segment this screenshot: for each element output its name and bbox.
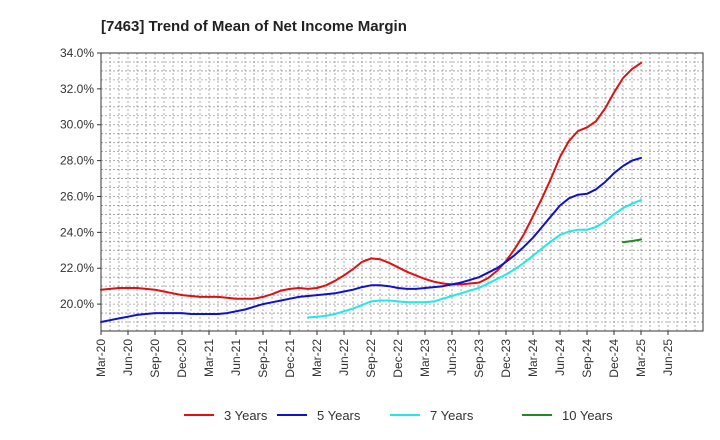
x-tick-label: Sep-24 (580, 339, 594, 378)
x-tick-label: Jun-23 (445, 339, 459, 376)
y-tick-label: 26.0% (60, 189, 94, 203)
x-tick-label: Dec-24 (607, 339, 621, 378)
plot-background (101, 53, 703, 331)
x-tick-label: Jun-22 (337, 339, 351, 376)
plot-area (101, 53, 703, 331)
x-tick-label: Mar-23 (418, 339, 432, 377)
legend-label: 3 Years (224, 408, 268, 423)
legend: 3 Years 5 Years 7 Years 10 Years (184, 408, 613, 423)
x-tick-label: Sep-23 (472, 339, 486, 378)
legend-label: 10 Years (562, 408, 613, 423)
y-tick-label: 24.0% (60, 225, 94, 239)
x-tick-label: Dec-21 (283, 339, 297, 378)
x-tick-label: Sep-21 (256, 339, 270, 378)
chart-title: [7463] Trend of Mean of Net Income Margi… (101, 18, 407, 35)
x-tick-label: Sep-20 (148, 339, 162, 378)
x-tick-label: Jun-24 (553, 339, 567, 376)
x-tick-label: Mar-22 (310, 339, 324, 377)
y-tick-label: 20.0% (60, 297, 94, 311)
x-tick-label: Dec-23 (499, 339, 513, 378)
plot-frame (100, 52, 704, 332)
y-tick-label: 30.0% (60, 118, 94, 132)
y-tick-label: 32.0% (60, 82, 94, 96)
x-tick-label: Sep-22 (364, 339, 378, 378)
x-tick-label: Mar-21 (202, 339, 216, 377)
legend-label: 7 Years (430, 408, 474, 423)
x-tick-label: Jun-21 (229, 339, 243, 376)
y-tick-label: 28.0% (60, 154, 94, 168)
legend-label: 5 Years (317, 408, 361, 423)
x-tick-label: Mar-25 (634, 339, 648, 377)
axes: 20.0% 22.0% 24.0% 26.0% 28.0% 30.0% 32.0% 34.0%… (60, 46, 704, 378)
y-tick-label: 22.0% (60, 261, 94, 275)
series-line-3-years (100, 61, 642, 300)
x-tick-label: Mar-20 (94, 339, 108, 377)
x-tick-label: Jun-25 (661, 339, 675, 376)
y-tick-label: 34.0% (60, 46, 94, 60)
x-tick-label: Dec-20 (175, 339, 189, 378)
series-line-7-years (307, 199, 642, 319)
x-tick-label: Dec-22 (391, 339, 405, 378)
x-tick-label: Jun-20 (121, 339, 135, 376)
x-tick-label: Mar-24 (526, 339, 540, 377)
series-line-10-years (622, 238, 642, 244)
series-line-5-years (100, 156, 642, 323)
series-lines (100, 61, 642, 323)
